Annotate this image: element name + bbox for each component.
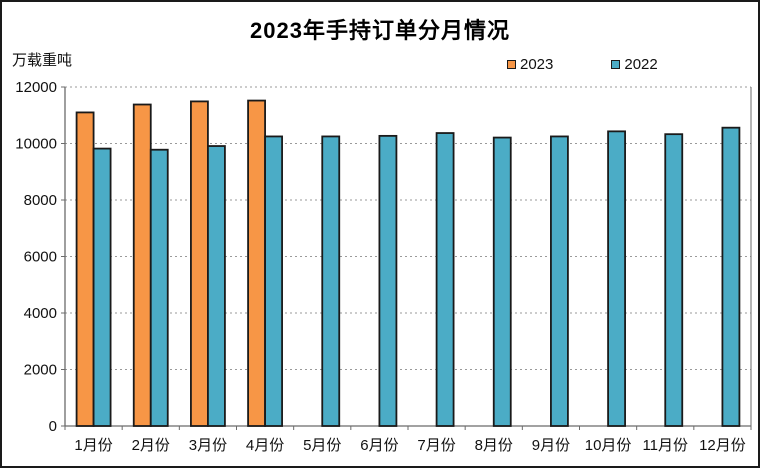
bar-2022-2月份 bbox=[149, 148, 169, 427]
legend-swatch-2023 bbox=[507, 60, 516, 69]
bar-2023-1月份 bbox=[75, 111, 95, 427]
y-tick-label-2000: 2000 bbox=[24, 362, 57, 379]
bar-2022-12月份 bbox=[721, 126, 741, 427]
y-tick-label-12000: 12000 bbox=[15, 79, 57, 96]
x-tick-label-11月份: 11月份 bbox=[642, 437, 688, 454]
bar-2022-7月份 bbox=[435, 132, 455, 427]
bar-2023-2月份 bbox=[132, 103, 152, 427]
x-tick-label-5月份: 5月份 bbox=[303, 437, 341, 454]
bar-2022-5月份 bbox=[321, 135, 341, 427]
bar-2022-9月份 bbox=[550, 135, 569, 427]
legend-label-2022: 2022 bbox=[624, 56, 658, 73]
x-tick-label-1月份: 1月份 bbox=[74, 437, 112, 454]
legend: 2023 2022 bbox=[507, 56, 658, 73]
legend-item-2022: 2022 bbox=[611, 56, 658, 73]
legend-item-2023: 2023 bbox=[507, 56, 553, 73]
bar-2022-8月份 bbox=[492, 136, 512, 427]
y-tick-label-8000: 8000 bbox=[24, 192, 57, 209]
x-tick-label-10月份: 10月份 bbox=[585, 437, 632, 454]
x-tick-label-12月份: 12月份 bbox=[699, 437, 746, 454]
x-tick-label-4月份: 4月份 bbox=[246, 437, 284, 454]
y-tick-label-10000: 10000 bbox=[15, 136, 57, 153]
bar-2022-1月份 bbox=[92, 147, 112, 427]
y-tick-label-4000: 4000 bbox=[24, 305, 57, 322]
bar-2023-3月份 bbox=[190, 100, 209, 427]
x-tick-label-7月份: 7月份 bbox=[417, 437, 455, 454]
x-tick-label-6月份: 6月份 bbox=[360, 437, 398, 454]
x-tick-label-8月份: 8月份 bbox=[475, 437, 513, 454]
bar-2022-10月份 bbox=[607, 130, 626, 427]
y-tick-label-6000: 6000 bbox=[24, 249, 57, 266]
bar-2023-4月份 bbox=[247, 99, 266, 427]
y-axis-unit-label: 万载重吨 bbox=[12, 52, 73, 69]
y-tick-label-0: 0 bbox=[49, 418, 57, 435]
x-tick-label-9月份: 9月份 bbox=[532, 437, 570, 454]
x-tick-label-3月份: 3月份 bbox=[189, 437, 227, 454]
legend-label-2023: 2023 bbox=[520, 56, 554, 73]
bar-2022-4月份 bbox=[264, 135, 283, 427]
legend-swatch-2022 bbox=[611, 60, 621, 69]
bar-2022-3月份 bbox=[207, 145, 226, 427]
x-tick-label-2月份: 2月份 bbox=[132, 437, 170, 454]
bar-2022-6月份 bbox=[378, 134, 398, 427]
bar-2022-11月份 bbox=[664, 133, 684, 427]
chart-title: 2023年手持订单分月情况 bbox=[250, 18, 510, 43]
